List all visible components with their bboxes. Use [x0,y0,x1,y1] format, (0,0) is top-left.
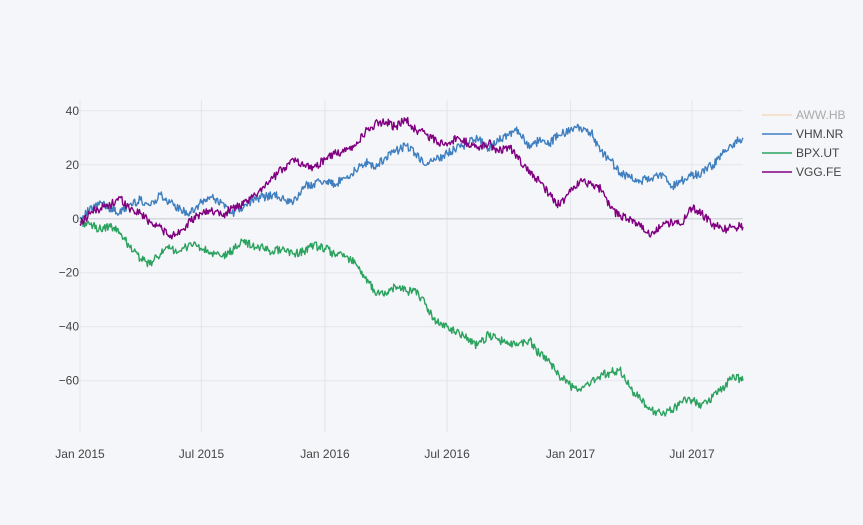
y-axis: 40 20 0 −20 −40 −60 [59,104,80,388]
legend-label: VHM.NR [796,127,844,141]
x-tick-label: Jan 2016 [300,447,350,461]
y-tick-label: −20 [59,266,80,280]
plot-area [79,116,744,417]
legend-item-aww-hb[interactable]: AWW.HB [762,108,846,122]
legend[interactable]: AWW.HB VHM.NR BPX.UT VGG.FE [762,108,846,179]
legend-item-vhm-nr[interactable]: VHM.NR [762,127,844,141]
x-tick-label: Jul 2015 [179,447,225,461]
legend-item-vgg-fe[interactable]: VGG.FE [762,165,841,179]
y-tick-label: −60 [59,374,80,388]
x-tick-label: Jan 2017 [546,447,596,461]
grid [79,100,743,432]
legend-label: BPX.UT [796,146,840,160]
y-tick-label: 20 [66,158,80,172]
y-tick-label: 40 [66,104,80,118]
series-line-bpx-ut [79,218,744,417]
legend-label: AWW.HB [796,108,846,122]
y-tick-label: 0 [72,212,79,226]
x-tick-label: Jul 2016 [424,447,470,461]
y-tick-label: −40 [59,320,80,334]
x-tick-label: Jul 2017 [669,447,715,461]
x-axis: Jan 2015 Jul 2015 Jan 2016 Jul 2016 Jan 2017… [55,447,715,461]
x-tick-label: Jan 2015 [55,447,105,461]
legend-item-bpx-ut[interactable]: BPX.UT [762,146,840,160]
legend-label: VGG.FE [796,165,841,179]
series-line-vgg-fe [79,116,744,240]
series-line-vhm-nr [79,123,744,220]
